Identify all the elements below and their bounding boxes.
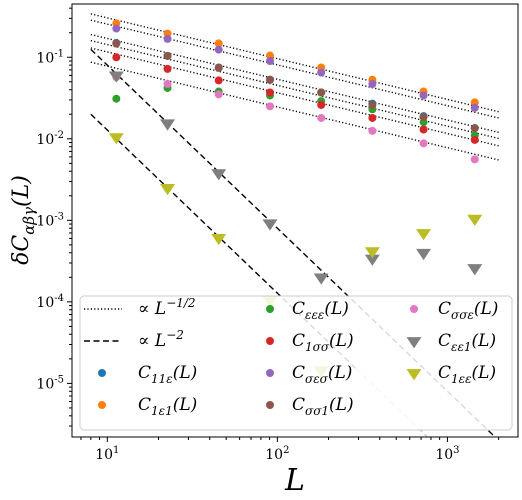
legend-label-c1se: C1σσ(L) [292,331,354,354]
legend-entry: C1εε(L) [406,363,496,386]
y-tick-label: 10-2 [36,130,64,148]
cso1-point [368,100,377,109]
legend-marker-csse [410,305,418,313]
y-axis: 10-5 10-4 10-3 10-2 10-1 [36,7,72,427]
legend-box [79,295,513,431]
cee1-point [211,169,227,181]
cso1-point [214,63,223,72]
x-axis: 101 102 103 [80,437,500,463]
legend-entry: C1σσ(L) [266,331,354,354]
legend-marker-c1ee [406,369,422,381]
y-tick-label: 10-5 [36,374,64,392]
csse-point [163,79,172,88]
csee-point [214,45,223,54]
c1e1-point [214,39,223,48]
csse-point [470,155,479,164]
csee-point [368,79,377,88]
csse-point [317,113,326,122]
series-cso1 [112,39,479,133]
cee1-point [262,219,278,231]
c1ee-point [211,233,227,246]
cee1-point [416,248,432,261]
c1se-point [368,113,377,122]
legend-marker-c11e [98,369,106,377]
cee1-point [160,119,176,131]
legend-entry: ∝ L−1/2 [84,296,196,319]
cee1-point [313,273,329,285]
cso1-point [470,124,479,133]
y-axis-label: δCαβγ(L) [9,175,38,265]
x-tick-label: 103 [435,445,459,463]
series-csee [112,24,479,112]
data-markers [108,19,483,378]
y-tick-label: 10-4 [36,293,64,311]
cso1-point [419,113,428,122]
c1se-point [163,64,172,73]
x-tick-label: 101 [95,445,119,463]
csse-point [265,102,274,111]
csee-point [112,24,121,33]
cee1-point [364,254,380,266]
c1ee-point [467,214,483,226]
cee1-point [108,71,124,83]
legend-marker-csee [266,369,274,377]
legend-entry: Cσεσ(L) [266,363,352,386]
c1se-point [112,53,121,62]
ceee-point [112,94,121,103]
c1ee-point [160,184,176,196]
legend-entry: C11ε(L) [98,363,197,386]
legend: ∝ L−1/2 ∝ L−2 C11ε(L) C1ε1(L) Cεεε(L) C1σσ(L)… [79,295,513,431]
csse-point [419,139,428,148]
cso1-point [317,88,326,97]
legend-entry: C1ε1(L) [98,395,197,418]
legend-label-cso1: Cσσ1(L) [292,395,354,418]
x-axis-label: L [284,463,305,498]
legend-label-ceee: Cεεε(L) [292,299,349,322]
legend-entry: Cεεε(L) [266,299,349,322]
csee-point [163,34,172,43]
csee-point [265,56,274,65]
c1se-point [470,135,479,144]
csee-point [470,103,479,112]
legend-label-c1e1: C1ε1(L) [138,395,197,418]
legend-entry: ∝ L−2 [84,328,184,351]
legend-label-cee1: Cεε1(L) [438,331,496,354]
c1se-point [317,100,326,109]
legend-label-csse: Cσσε(L) [438,299,498,322]
cso1-point [265,75,274,84]
c1se-point [265,88,274,97]
c1se-point [419,125,428,134]
csse-point [368,126,377,135]
y-tick-label: 10-1 [36,48,64,66]
legend-label: ∝ L−2 [138,328,184,351]
c1ee-point [416,229,432,241]
cso1-point [163,51,172,60]
c1se-point [214,76,223,85]
legend-entry: Cεε1(L) [406,331,496,354]
x-tick-label: 102 [265,445,289,463]
legend-marker-ceee [266,305,274,313]
legend-label: ∝ L−1/2 [138,296,196,319]
legend-label-c11e: C11ε(L) [138,363,197,386]
csee-point [317,68,326,77]
legend-marker-c1se [266,337,274,345]
legend-marker-cso1 [266,401,274,409]
legend-marker-cee1 [406,337,422,349]
legend-marker-c1e1 [98,401,106,409]
c1ee-point [108,133,124,145]
c1ee-point [364,247,380,259]
series-csse [112,73,479,164]
series-c1se [112,53,479,144]
legend-label-csee: Cσεσ(L) [292,363,352,386]
cee1-point [467,264,483,276]
csee-point [419,91,428,100]
series-cee1 [108,71,483,285]
legend-label-c1ee: C1εε(L) [438,363,496,386]
y-tick-label: 10-3 [36,211,64,229]
legend-entry: Cσσ1(L) [266,395,354,418]
legend-entry: Cσσε(L) [410,299,498,322]
csse-point [214,90,223,99]
cso1-point [112,39,121,48]
